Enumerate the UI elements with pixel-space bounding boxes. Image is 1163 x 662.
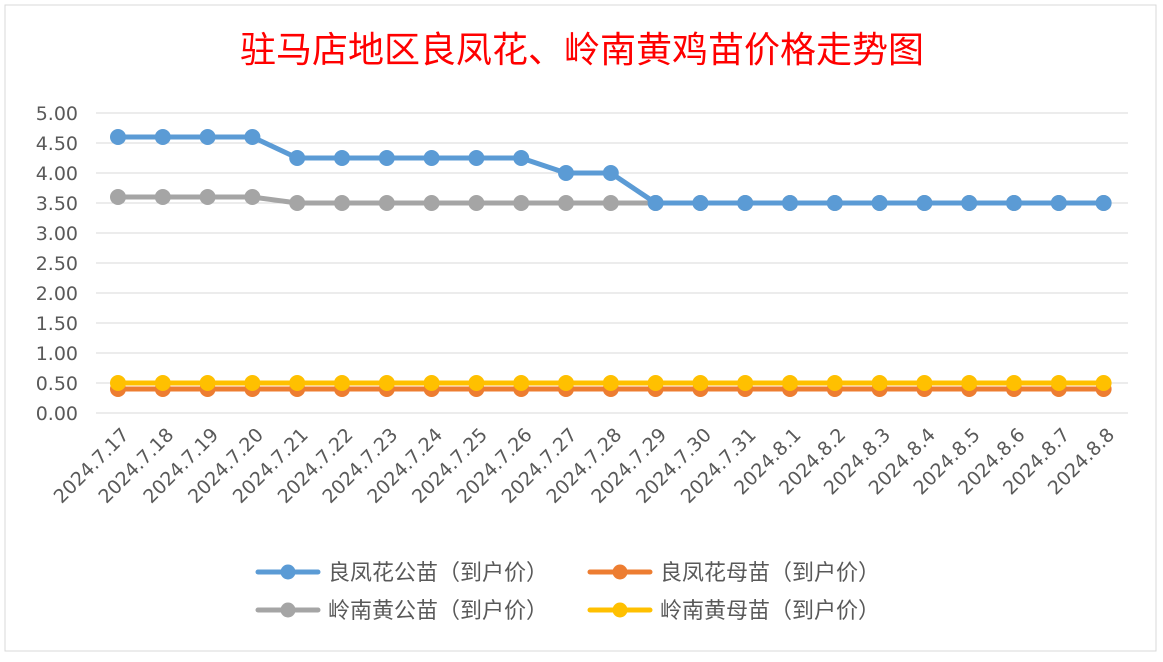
data-point bbox=[1095, 375, 1112, 391]
data-point bbox=[602, 165, 619, 181]
data-point bbox=[244, 375, 261, 391]
y-tick-label: 0.00 bbox=[36, 403, 78, 425]
y-tick-label: 0.50 bbox=[36, 373, 78, 395]
data-point bbox=[737, 375, 754, 391]
data-point bbox=[1050, 375, 1067, 391]
series-0 bbox=[110, 129, 1112, 211]
data-point bbox=[289, 375, 306, 391]
data-point bbox=[1095, 195, 1112, 211]
data-point bbox=[334, 195, 350, 211]
data-point bbox=[334, 150, 350, 166]
data-point bbox=[154, 375, 171, 391]
legend-marker bbox=[612, 602, 628, 618]
data-point bbox=[602, 195, 619, 211]
y-tick-label: 4.50 bbox=[36, 133, 78, 155]
data-point bbox=[199, 189, 216, 205]
data-point bbox=[468, 375, 485, 391]
data-point bbox=[513, 375, 530, 391]
y-tick-label: 2.00 bbox=[36, 283, 78, 305]
y-tick-label: 3.50 bbox=[36, 193, 78, 215]
data-point bbox=[647, 375, 664, 391]
legend-label: 岭南黄公苗（到户价） bbox=[328, 599, 548, 624]
data-point bbox=[602, 375, 619, 391]
data-point bbox=[468, 195, 485, 211]
data-point bbox=[110, 189, 126, 205]
data-point bbox=[154, 189, 171, 205]
legend-entry: 良凤花公苗（到户价） bbox=[255, 561, 548, 586]
y-tick-label: 4.00 bbox=[36, 163, 78, 185]
legend-label: 良凤花公苗（到户价） bbox=[328, 561, 548, 586]
legend-marker bbox=[280, 564, 296, 580]
data-point bbox=[423, 150, 440, 166]
y-tick-label: 1.00 bbox=[36, 343, 78, 365]
legend: 良凤花公苗（到户价） 良凤花母苗（到户价） 岭南黄公苗（到户价） 岭南黄母苗（到户价） bbox=[255, 561, 880, 624]
data-point bbox=[916, 375, 933, 391]
legend-marker bbox=[280, 602, 296, 618]
data-point bbox=[110, 129, 126, 145]
data-point bbox=[871, 195, 888, 211]
data-point bbox=[961, 195, 978, 211]
data-point bbox=[423, 375, 440, 391]
data-point bbox=[1006, 375, 1022, 391]
data-point bbox=[244, 189, 261, 205]
data-point bbox=[513, 150, 530, 166]
data-point bbox=[378, 150, 395, 166]
data-point bbox=[871, 375, 888, 391]
data-point bbox=[199, 129, 216, 145]
data-point bbox=[826, 375, 843, 391]
data-point bbox=[334, 375, 350, 391]
legend-marker bbox=[612, 564, 628, 580]
legend-entry: 良凤花母苗（到户价） bbox=[587, 561, 880, 586]
y-tick-label: 2.50 bbox=[36, 253, 78, 275]
data-point bbox=[1050, 195, 1067, 211]
data-point bbox=[916, 195, 933, 211]
data-point bbox=[782, 195, 798, 211]
data-point bbox=[110, 375, 126, 391]
data-point bbox=[154, 129, 171, 145]
data-point bbox=[647, 195, 664, 211]
data-point bbox=[199, 375, 216, 391]
y-tick-label: 1.50 bbox=[36, 313, 78, 335]
legend-entry: 岭南黄母苗（到户价） bbox=[587, 599, 880, 624]
data-point bbox=[558, 375, 574, 391]
legend-label: 岭南黄母苗（到户价） bbox=[660, 599, 880, 624]
series-layer bbox=[110, 129, 1112, 397]
chart-area bbox=[4, 4, 1157, 652]
y-axis: 0.00 0.50 1.00 1.50 2.00 2.50 3.00 3.50 4.00 4.50… bbox=[36, 103, 78, 425]
data-point bbox=[782, 375, 798, 391]
data-point bbox=[558, 165, 574, 181]
y-tick-label: 5.00 bbox=[36, 103, 78, 125]
data-point bbox=[289, 150, 306, 166]
data-point bbox=[244, 129, 261, 145]
legend-label: 良凤花母苗（到户价） bbox=[660, 561, 880, 586]
y-tick-label: 3.00 bbox=[36, 223, 78, 245]
data-point bbox=[378, 195, 395, 211]
data-point bbox=[737, 195, 754, 211]
data-point bbox=[826, 195, 843, 211]
data-point bbox=[378, 375, 395, 391]
data-point bbox=[1006, 195, 1022, 211]
data-point bbox=[468, 150, 485, 166]
data-point bbox=[692, 375, 709, 391]
data-point bbox=[558, 195, 574, 211]
legend-entry: 岭南黄公苗（到户价） bbox=[255, 599, 548, 624]
data-point bbox=[423, 195, 440, 211]
series-3 bbox=[110, 375, 1112, 391]
data-point bbox=[961, 375, 978, 391]
data-point bbox=[513, 195, 530, 211]
data-point bbox=[692, 195, 709, 211]
data-point bbox=[289, 195, 306, 211]
chart-title: 驻马店地区良凤花、岭南黄鸡苗价格走势图 bbox=[240, 30, 924, 71]
